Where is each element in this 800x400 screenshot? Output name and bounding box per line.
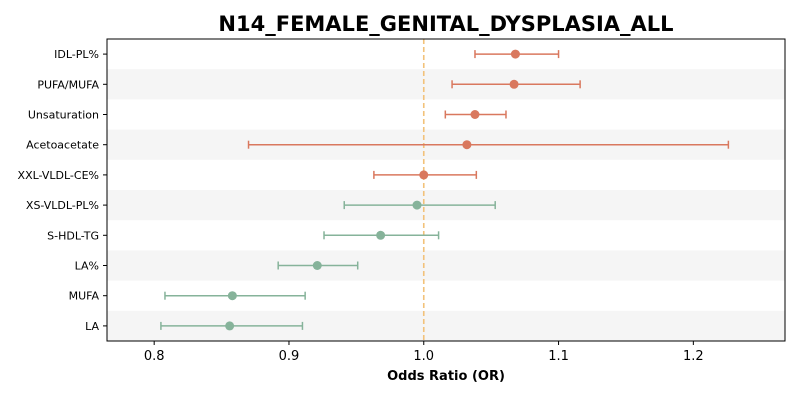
- or-point: [227, 291, 237, 301]
- chart-title: N14_FEMALE_GENITAL_DYSPLASIA_ALL: [218, 12, 673, 36]
- y-tick-label: XS-VLDL-PL%: [26, 199, 99, 212]
- x-tick-label: 1.0: [413, 349, 434, 364]
- row-band: [107, 250, 785, 281]
- x-axis-ticks: 0.8 0.9 1.0 1.1 1.2: [144, 341, 704, 364]
- y-tick-label: XXL-VLDL-CE%: [18, 169, 99, 182]
- or-point: [376, 230, 386, 240]
- or-point: [225, 321, 235, 331]
- y-tick-label: LA: [85, 320, 99, 333]
- or-point: [419, 170, 429, 180]
- or-point: [312, 261, 322, 270]
- row-band: [107, 69, 785, 100]
- or-point: [412, 200, 422, 210]
- odds-ratio-points: [225, 49, 520, 331]
- or-point: [509, 79, 519, 89]
- y-tick-label: IDL-PL%: [54, 48, 99, 61]
- y-axis-ticks: IDL-PL% PUFA/MUFA Unsaturation Acetoacetate…: [18, 48, 107, 333]
- x-tick-label: 1.2: [683, 349, 704, 364]
- or-point: [510, 49, 520, 59]
- x-tick-label: 1.1: [548, 349, 569, 364]
- or-point: [470, 110, 480, 119]
- y-tick-label: PUFA/MUFA: [37, 78, 99, 91]
- x-tick-label: 0.8: [144, 349, 165, 364]
- x-tick-label: 0.9: [279, 349, 300, 364]
- y-tick-label: Unsaturation: [28, 109, 99, 122]
- y-tick-label: LA%: [75, 260, 99, 273]
- plot-frame: [106, 38, 786, 342]
- x-axis-label: Odds Ratio (OR): [387, 369, 505, 384]
- y-tick-label: MUFA: [69, 290, 100, 303]
- y-tick-label: Acetoacetate: [26, 139, 99, 152]
- y-tick-label: S-HDL-TG: [47, 229, 99, 242]
- or-point: [462, 140, 472, 150]
